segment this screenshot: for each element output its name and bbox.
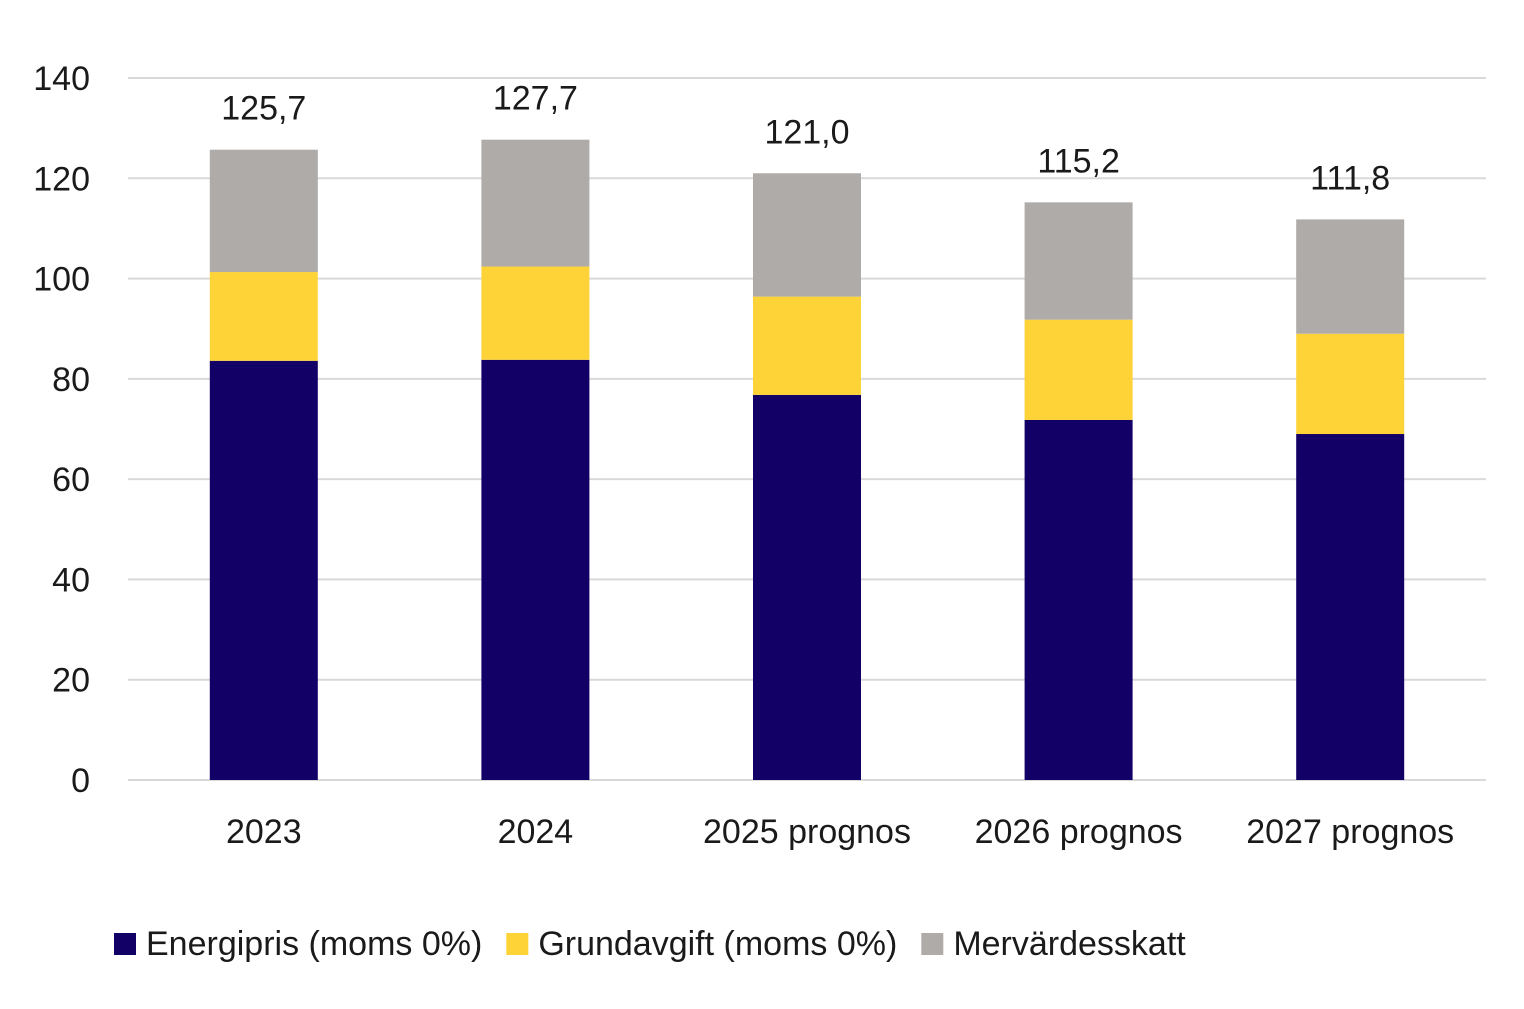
legend-swatch-3: [921, 933, 944, 955]
x-tick-label: 2024: [498, 813, 574, 851]
bar-segment-3-2: [481, 139, 590, 267]
y-tick-label: 140: [33, 60, 90, 98]
y-tick-label: 80: [52, 361, 90, 399]
x-axis: 2023 2024 2025 prognos 2026 prognos 2027 pro…: [226, 813, 1454, 851]
y-tick-label: 100: [33, 261, 90, 299]
bar-segment-2-1: [209, 272, 318, 361]
bar-segment-3-3: [753, 173, 861, 297]
y-axis: 0 20 40 60 80 100 120 140: [33, 60, 90, 800]
bar-segment-1-2: [481, 359, 590, 780]
bar-segment-1-3: [753, 394, 861, 780]
bar-segment-2-4: [1024, 319, 1133, 420]
bar-segment-1-4: [1024, 419, 1133, 780]
bar-segment-3-4: [1024, 202, 1133, 320]
total-label: 121,0: [764, 113, 849, 151]
x-tick-label: 2025 prognos: [703, 813, 911, 851]
total-label: 115,2: [1037, 142, 1120, 180]
y-tick-label: 120: [33, 160, 90, 198]
legend: Energipris (moms 0%) Grundavgift (moms 0%…: [114, 925, 1186, 963]
bar-segment-3-5: [1296, 219, 1405, 334]
bars: [209, 139, 1405, 780]
legend-label-2: Grundavgift (moms 0%): [538, 925, 897, 963]
bar-segment-2-3: [753, 296, 861, 395]
legend-swatch-2: [506, 933, 529, 955]
y-tick-label: 0: [71, 762, 90, 800]
legend-label-1: Energipris (moms 0%): [146, 925, 482, 963]
legend-label-3: Mervärdesskatt: [953, 925, 1186, 963]
x-tick-label: 2027 prognos: [1246, 813, 1454, 851]
total-label: 125,7: [221, 90, 306, 128]
total-label: 111,8: [1310, 159, 1390, 197]
bar-segment-2-2: [481, 266, 590, 360]
y-tick-label: 20: [52, 662, 90, 700]
bar-segment-3-1: [209, 149, 318, 273]
total-label: 127,7: [493, 80, 578, 118]
bar-segment-2-5: [1296, 333, 1405, 435]
legend-swatch-1: [114, 933, 136, 955]
x-tick-label: 2026 prognos: [975, 813, 1183, 851]
bar-segment-1-5: [1296, 434, 1405, 780]
bar-segment-1-1: [209, 360, 318, 780]
y-tick-label: 60: [52, 461, 90, 499]
x-tick-label: 2023: [226, 813, 302, 851]
total-labels: 125,7 127,7 121,0 115,2 111,8: [221, 80, 1390, 198]
y-tick-label: 40: [52, 561, 90, 599]
